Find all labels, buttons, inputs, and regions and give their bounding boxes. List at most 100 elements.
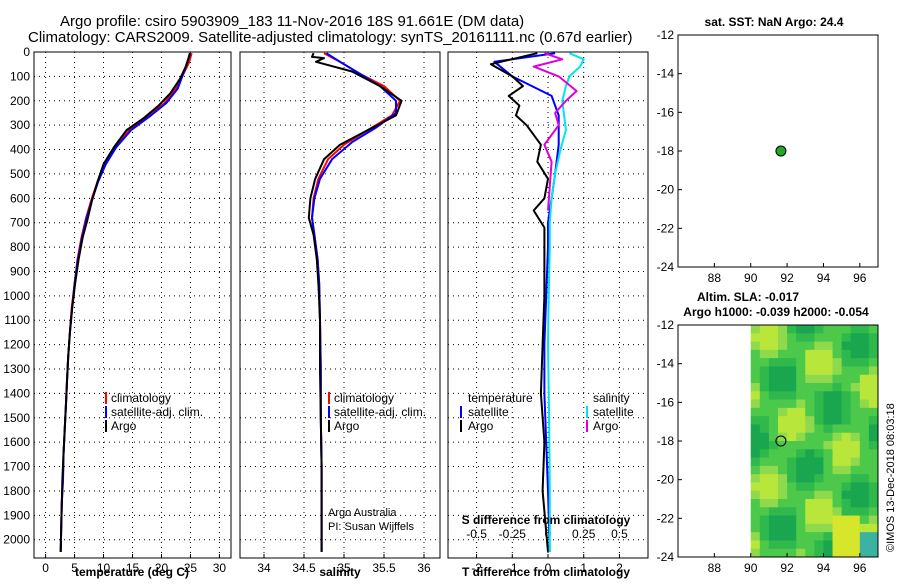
sla-heat-cell [859,548,870,557]
sla-heat-cell [841,341,852,351]
sla-heat-cell [850,349,861,359]
sla-heat-cell [823,407,834,417]
sla-heat-cell [805,532,815,541]
sla-heat-cell [796,325,806,334]
sla-heat-cell [759,482,770,492]
sla-heat-cell [805,474,815,483]
sla-heat-cell [759,374,770,384]
sla-heat-cell [832,474,843,483]
sla-heat-cell [759,465,770,475]
y-tick-label: -24 [657,260,675,274]
imos-stamp: ©IMOS 13-Dec-2018 08:03:18 [885,403,897,552]
sla-heat-cell [759,540,770,550]
sla-heat-cell [868,548,878,557]
sla-heat-cell [787,449,797,459]
sla-heat-cell [768,374,779,384]
sla-heat-cell [850,457,861,467]
sla-heat-cell [859,499,870,508]
sla-heat-cell [805,507,815,517]
sla-heat-cell [841,465,852,475]
x-tick-label: 92 [780,561,794,575]
x-tick-label: 35 [337,561,351,575]
sla-heat-cell [850,474,861,483]
legend-salinity-header: salinity [593,391,630,405]
sla-heat-cell [796,424,806,434]
sla-heat-cell [850,416,861,425]
sla-heat-cell [787,366,797,376]
legend-t-satellite-label: satellite [468,405,509,419]
sla-heat-cell [832,341,843,351]
sla-heat-cell [841,515,852,525]
sla-heat-cell [796,474,806,483]
sla-heat-cell [768,532,779,541]
sla-heat-cell [814,465,824,475]
sla-heat-cell [823,349,834,359]
y-tick-label: 500 [10,167,30,181]
sla-heat-cell [805,349,815,359]
sla-heat-cell [868,457,878,467]
sla-heat-cell [805,457,815,467]
sla-heat-cell [768,465,779,475]
x-tick-label: 0 [42,561,49,575]
legend-climatology-label: climatology [334,391,394,405]
sla-heat-cell [778,424,788,434]
legend-argo-label: Argo [111,419,137,433]
sla-heat-cell [750,482,761,492]
x-tick-label: -1 [507,561,518,575]
sla-heat-cell [832,540,843,550]
sla-heat-cell [814,457,824,467]
sla-heat-cell [787,465,797,475]
sla-heat-cell [814,532,824,541]
sla-heat-cell [841,358,852,367]
sla-heat-cell [823,391,834,401]
sla-heat-cell [841,482,852,492]
sla-heat-cell [768,383,779,392]
sla-heat-cell [750,523,761,533]
sla-heat-cell [759,499,770,508]
sla-heat-cell [859,490,870,500]
sla-heat-cell [841,540,852,550]
sla-heat-cell [868,532,878,541]
sla-heat-cell [814,548,824,557]
sla-heat-cell [832,374,843,384]
sla-heat-cell [778,374,788,384]
sla-heat-cell [850,449,861,459]
sla-heat-cell [832,383,843,392]
sla-heat-cell [778,349,788,359]
sla-heat-cell [859,358,870,367]
x-tick-label: -2 [471,561,482,575]
sla-heat-cell [759,548,770,557]
sla-heat-cell [787,540,797,550]
sla-heat-cell [759,424,770,434]
sla-heat-cell [787,507,797,517]
sla-heat-cell [850,407,861,417]
x-tick-label: 15 [126,561,140,575]
y-tick-label: 1700 [3,460,30,474]
sla-heat-cell [787,374,797,384]
sla-heat-cell [787,515,797,525]
sla-heat-cell [768,449,779,459]
sla-heat-cell [868,374,878,384]
sla-heat-cell [868,449,878,459]
sla-heat-cell [868,358,878,367]
x-tick-label: 96 [853,561,867,575]
sla-heat-cell [805,391,815,401]
sla-heat-cell [778,333,788,343]
sla-heat-cell [823,465,834,475]
sla-heat-cell [768,391,779,401]
title-line1: Argo profile: csiro 5903909_183 11-Nov-2… [60,13,524,30]
sla-heat-cell [859,341,870,351]
sla-heat-cell [778,325,788,334]
sla-heat-cell [850,441,861,450]
sla-heat-cell [787,333,797,343]
sla-heat-cell [859,465,870,475]
sla-heat-cell [778,358,788,367]
sla-heat-cell [796,399,806,409]
sla-heat-cell [787,341,797,351]
sla-heat-cell [805,515,815,525]
sla-heat-cell [759,490,770,500]
sla-heat-cell [750,391,761,401]
sla-heat-cell [868,399,878,409]
sla-heat-cell [787,499,797,508]
